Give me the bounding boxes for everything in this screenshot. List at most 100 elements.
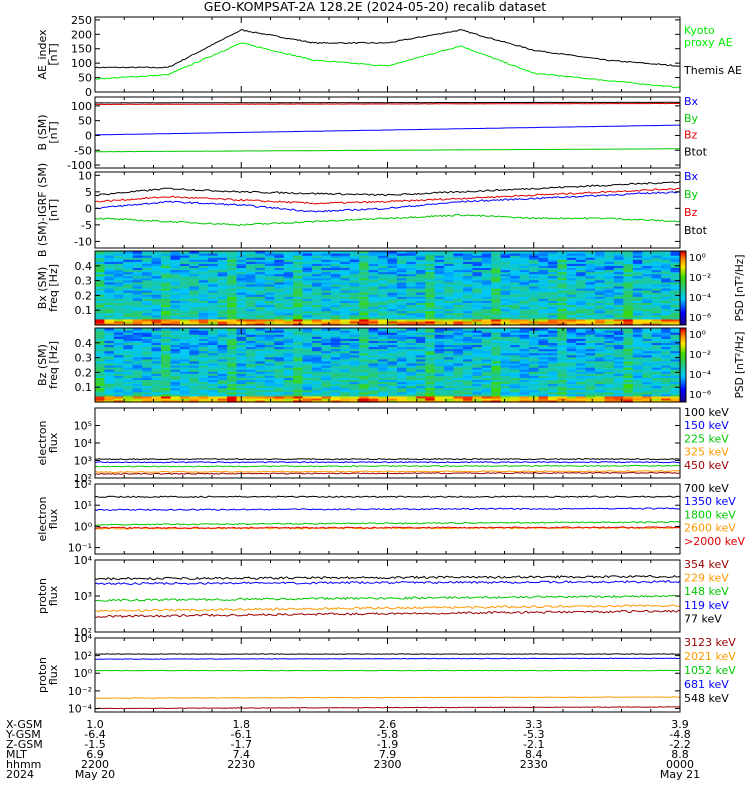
spec-cell <box>547 379 558 383</box>
spec-cell <box>472 251 483 254</box>
spec-cell <box>302 253 313 256</box>
spec-cell <box>444 381 455 385</box>
spec-cell <box>642 288 653 291</box>
spec-cell <box>576 395 587 399</box>
spec-cell <box>123 273 134 277</box>
spec-cell <box>415 381 426 385</box>
spec-cell <box>557 356 568 360</box>
spec-cell <box>330 342 341 346</box>
spec-cell <box>142 369 153 372</box>
legend-label: 450 keV <box>684 459 729 472</box>
spec-cell <box>293 253 304 256</box>
spec-cell <box>95 263 106 266</box>
spec-cell <box>566 395 577 399</box>
spec-cell <box>623 310 634 314</box>
spec-cell <box>595 285 606 289</box>
spec-cell <box>547 334 558 337</box>
colorbar-cell <box>680 289 686 293</box>
spec-cell <box>283 281 294 285</box>
spec-cell <box>557 273 568 277</box>
spec-cell <box>368 334 379 337</box>
spec-cell <box>236 261 247 264</box>
spec-cell <box>415 354 426 358</box>
spec-cell <box>217 273 228 277</box>
spec-cell <box>95 373 106 376</box>
spec-cell <box>255 360 266 364</box>
spec-cell <box>255 338 266 341</box>
spec-cell <box>453 340 464 343</box>
spec-cell <box>453 312 464 316</box>
spec-cell <box>670 261 681 264</box>
spec-cell <box>595 344 606 348</box>
spec-cell <box>604 312 615 316</box>
spec-cell <box>264 362 275 366</box>
spec-cell <box>104 259 115 262</box>
spec-cell <box>264 375 275 378</box>
spec-cell <box>434 298 445 301</box>
spec-cell <box>576 281 587 285</box>
spec-cell <box>585 292 596 295</box>
colorbar-cell <box>680 262 686 265</box>
spec-cell <box>613 397 624 401</box>
spec-cell <box>208 381 219 385</box>
spec-cell <box>425 318 436 322</box>
spec-cell <box>623 255 634 258</box>
spec-cell <box>283 308 294 312</box>
spec-cell <box>670 348 681 352</box>
spec-cell <box>604 350 615 354</box>
spec-cell <box>321 358 332 362</box>
spec-cell <box>274 312 285 316</box>
spec-cell <box>368 302 379 306</box>
spec-cell <box>566 338 577 341</box>
spec-cell <box>217 312 228 316</box>
spec-cell <box>170 399 181 403</box>
spec-cell <box>519 389 530 393</box>
spec-cell <box>330 279 341 283</box>
spec-cell <box>481 320 492 324</box>
spec-cell <box>670 383 681 387</box>
spec-cell <box>264 393 275 397</box>
spec-cell <box>198 255 209 258</box>
spec-cell <box>444 265 455 269</box>
spec-cell <box>321 387 332 391</box>
spec-cell <box>613 318 624 322</box>
spec-cell <box>396 269 407 273</box>
spec-cell <box>330 302 341 306</box>
spec-cell <box>170 281 181 285</box>
spec-cell <box>198 298 209 301</box>
spec-cell <box>510 346 521 350</box>
spec-cell <box>595 318 606 322</box>
spec-cell <box>415 367 426 370</box>
spec-cell <box>651 365 662 368</box>
spec-cell <box>95 281 106 285</box>
spec-cell <box>444 294 455 297</box>
spec-cell <box>642 393 653 397</box>
spec-cell <box>151 306 162 310</box>
spec-cell <box>491 330 502 333</box>
spec-cell <box>198 354 209 358</box>
spec-cell <box>661 381 672 385</box>
spec-cell <box>661 330 672 333</box>
spec-cell <box>519 294 530 297</box>
spec-cell <box>434 393 445 397</box>
spec-cell <box>519 283 530 287</box>
spec-cell <box>293 375 304 378</box>
spec-cell <box>208 356 219 360</box>
spec-cell <box>434 290 445 293</box>
spec-cell <box>481 328 492 331</box>
spec-cell <box>642 290 653 293</box>
spec-cell <box>378 348 389 352</box>
spec-cell <box>236 362 247 366</box>
spec-cell <box>642 308 653 312</box>
spec-cell <box>453 369 464 372</box>
spec-cell <box>302 298 313 301</box>
spec-cell <box>321 373 332 376</box>
spec-cell <box>519 290 530 293</box>
spec-cell <box>510 269 521 273</box>
spec-cell <box>151 334 162 337</box>
spec-cell <box>255 328 266 331</box>
spec-cell <box>142 395 153 399</box>
spec-cell <box>623 350 634 354</box>
spec-cell <box>462 283 474 287</box>
spec-cell <box>321 340 332 343</box>
